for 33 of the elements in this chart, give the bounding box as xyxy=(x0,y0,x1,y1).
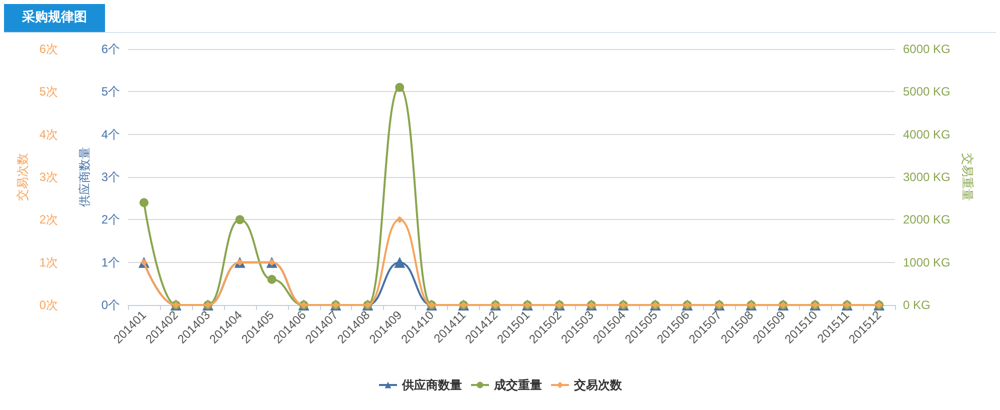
point xyxy=(267,274,276,284)
legend-label: 供应商数量 xyxy=(401,378,462,392)
y3-tick-label: 6次 xyxy=(39,42,58,56)
y2-tick-label: 6000 KG xyxy=(903,42,950,56)
y3-axis-title: 交易次数 xyxy=(15,153,30,201)
y-tick-label: 4个 xyxy=(101,127,120,142)
y2-tick-label: 3000 KG xyxy=(903,170,950,184)
y2-tick-label: 0 KG xyxy=(903,298,930,312)
point xyxy=(235,215,244,224)
y3-tick-label: 2次 xyxy=(39,212,58,227)
chart-title: 采购规律图 xyxy=(4,4,105,32)
y-tick-label: 1个 xyxy=(101,255,120,270)
y2-tick-label: 4000 KG xyxy=(903,127,950,142)
point xyxy=(396,216,404,224)
y2-axis-title: 交易重量 xyxy=(960,153,974,201)
y3-tick-label: 4次 xyxy=(39,127,58,142)
legend-label: 交易次数 xyxy=(573,378,623,392)
y-tick-label: 3个 xyxy=(101,170,120,184)
y-tick-label: 2个 xyxy=(101,212,120,227)
y3-tick-label: 0次 xyxy=(39,298,58,312)
point xyxy=(139,198,148,208)
y2-tick-label: 1000 KG xyxy=(903,255,950,270)
y3-tick-label: 5次 xyxy=(39,84,58,99)
y3-tick-label: 1次 xyxy=(39,255,58,270)
y3-tick-label: 3次 xyxy=(39,170,58,184)
point xyxy=(395,82,404,92)
y-tick-label: 6个 xyxy=(101,42,120,56)
y-tick-label: 5个 xyxy=(101,84,120,99)
y-axis-title: 供应商数量 xyxy=(77,147,92,207)
y2-tick-label: 2000 KG xyxy=(903,212,950,227)
y2-tick-label: 5000 KG xyxy=(903,84,950,99)
y-tick-label: 0个 xyxy=(101,298,120,312)
legend-label: 成交重量 xyxy=(493,378,542,392)
